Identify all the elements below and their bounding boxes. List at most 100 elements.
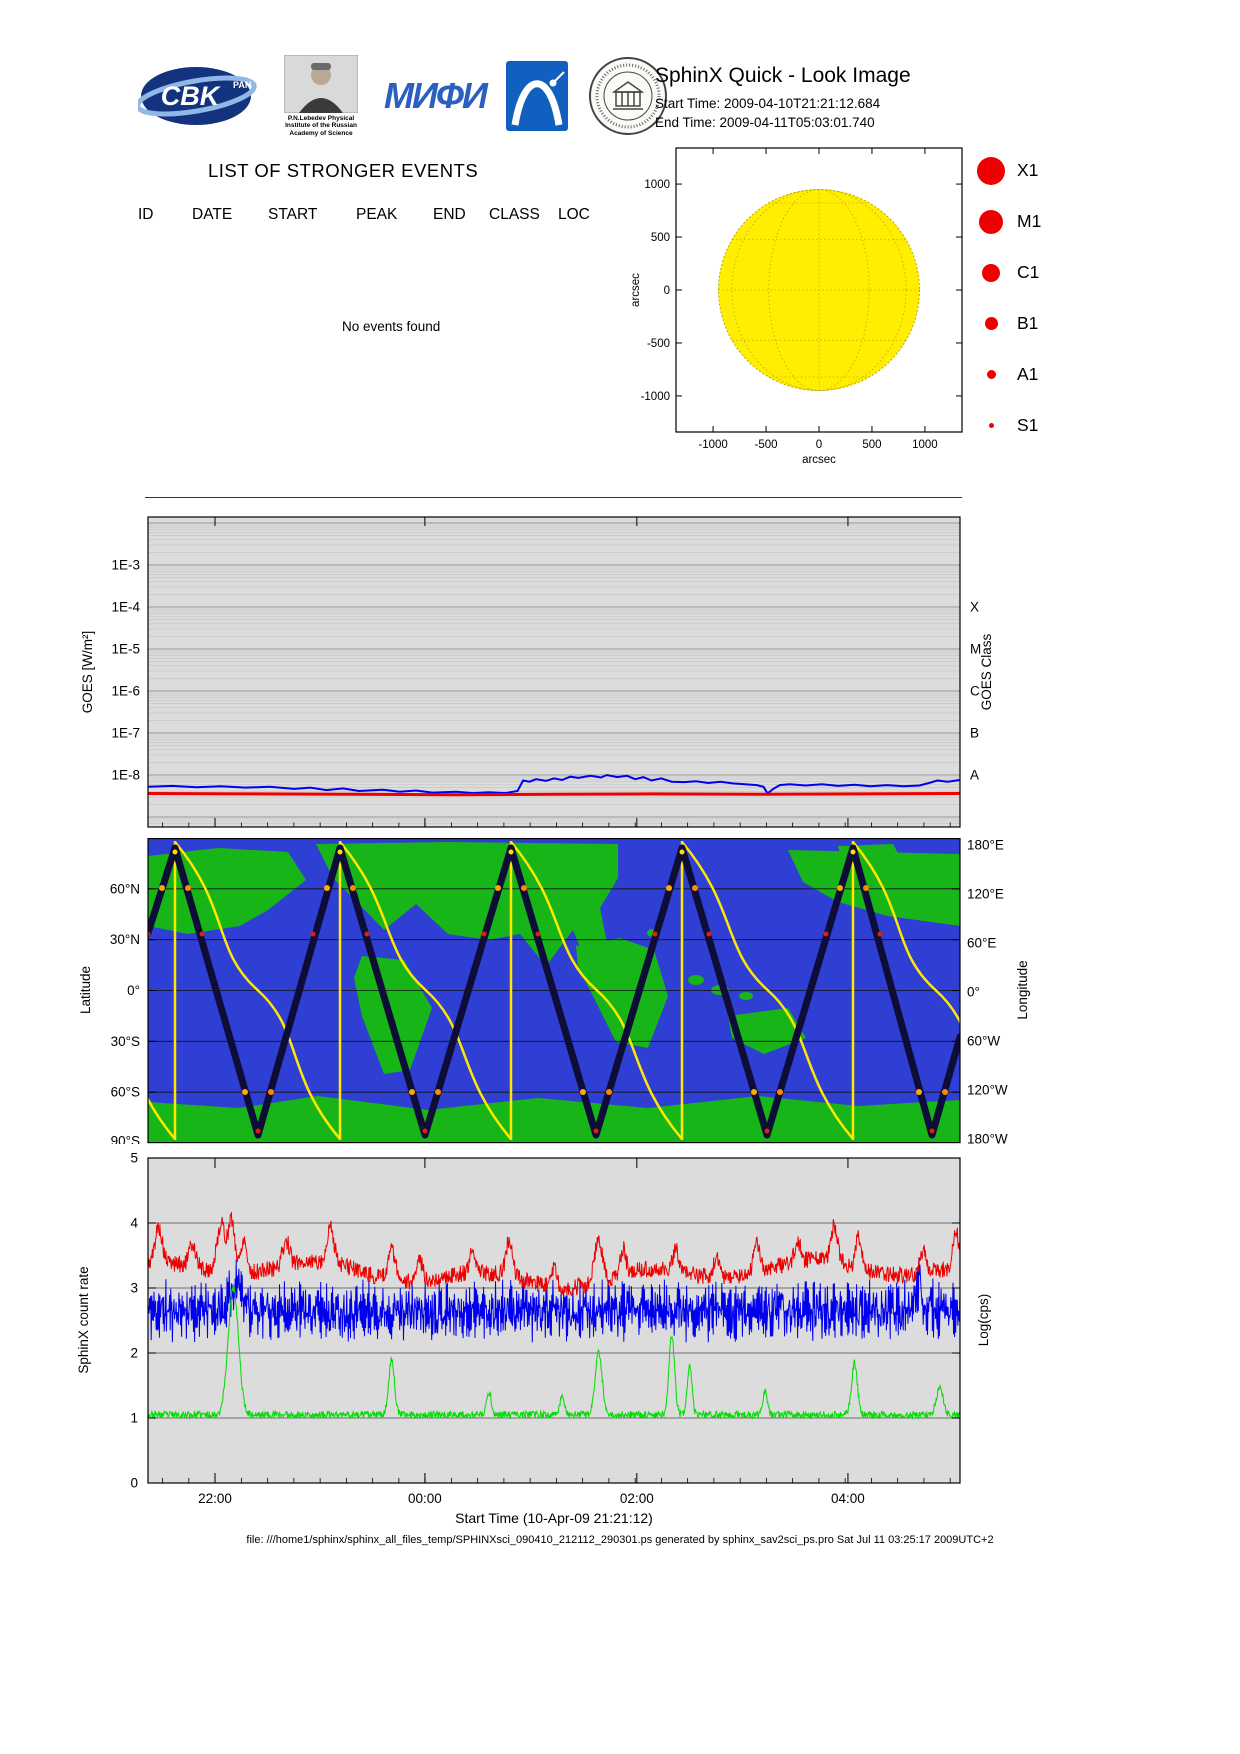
svg-text:C: C <box>970 684 980 699</box>
svg-text:-500: -500 <box>647 338 670 350</box>
cbk-logo: CBK PAN <box>138 67 257 126</box>
title-block: SphinX Quick - Look Image Start Time: 20… <box>655 64 911 133</box>
events-column-headers: ID DATE START PEAK END CLASS LOC <box>138 206 590 224</box>
sun-plot-svg: -1000 -500 0 500 1000 1000 500 0 -500 -1000 arcsec… <box>630 147 963 466</box>
legend-row: B1 <box>973 298 1041 349</box>
col-id: ID <box>138 206 154 223</box>
flare-class-dot <box>984 317 998 330</box>
svg-text:SphinX count rate: SphinX count rate <box>76 1266 91 1373</box>
svg-text:Start Time (10-Apr-09 21:21:12: Start Time (10-Apr-09 21:21:12) <box>455 1510 653 1526</box>
start-time: Start Time: 2009-04-10T21:21:12.684 <box>655 96 881 111</box>
svg-text:3: 3 <box>130 1281 138 1296</box>
svg-text:CBK: CBK <box>161 81 222 111</box>
flare-class-dot <box>979 209 1003 234</box>
legend-row: A1 <box>973 349 1041 400</box>
col-end: END <box>433 206 466 223</box>
map-svg: 60°N 30°N 0° 30°S 60°S 90°S 180°E 120°E 60°E 0° 60… <box>78 838 1030 1149</box>
flare-class-dot <box>982 263 1000 282</box>
svg-text:5: 5 <box>130 1151 138 1166</box>
svg-text:60°S: 60°S <box>111 1085 140 1100</box>
svg-text:PAN: PAN <box>233 80 251 90</box>
goes-panel: 1E-3 1E-4 1E-5 1E-6 1E-7 1E-8 X M C B A GOES [W/m²]… <box>70 505 1060 845</box>
svg-text:1E-3: 1E-3 <box>111 558 140 573</box>
svg-text:1E-4: 1E-4 <box>111 600 140 615</box>
svg-text:90°S: 90°S <box>111 1134 140 1145</box>
page-title: SphinX Quick - Look Image <box>655 64 911 87</box>
svg-text:-500: -500 <box>755 439 778 451</box>
svg-text:B: B <box>970 726 979 741</box>
logo-row: CBK PAN P.N.Lebedev Physical Institute o… <box>138 55 668 137</box>
flare-class-dot <box>986 370 996 379</box>
lebedev-caption: P.N.Lebedev Physical Institute of the Ru… <box>285 115 357 137</box>
svg-text:0: 0 <box>816 439 822 451</box>
svg-text:arcsec: arcsec <box>630 273 642 307</box>
svg-text:120°E: 120°E <box>967 887 1004 902</box>
svg-text:1E-5: 1E-5 <box>111 642 140 657</box>
legend-row: M1 <box>973 196 1041 247</box>
svg-text:1E-8: 1E-8 <box>111 768 140 783</box>
svg-text:00:00: 00:00 <box>408 1491 442 1506</box>
svg-text:60°W: 60°W <box>967 1034 1000 1049</box>
svg-text:30°N: 30°N <box>110 932 140 947</box>
flare-class-dot <box>988 423 994 428</box>
svg-text:180°W: 180°W <box>967 1132 1008 1145</box>
svg-text:02:00: 02:00 <box>620 1491 654 1506</box>
svg-text:-1000: -1000 <box>641 391 670 403</box>
svg-text:A: A <box>970 768 979 783</box>
legend-row: X1 <box>973 145 1041 196</box>
svg-text:0°: 0° <box>967 985 980 1000</box>
count-rate-panel: 0 1 2 3 4 5 22:00 00:00 02:00 04:00 Start Time (10… <box>70 1150 1060 1535</box>
legend-row: S1 <box>973 400 1041 451</box>
svg-text:arcsec: arcsec <box>802 454 836 466</box>
svg-text:500: 500 <box>862 439 881 451</box>
ground-track-panel: 60°N 30°N 0° 30°S 60°S 90°S 180°E 120°E 60°E 0° 60… <box>70 838 1060 1149</box>
university-seal <box>588 57 667 136</box>
svg-text:180°E: 180°E <box>967 838 1004 853</box>
svg-text:22:00: 22:00 <box>198 1491 232 1506</box>
svg-text:GOES Class: GOES Class <box>979 633 994 710</box>
legend-row: C1 <box>973 247 1041 298</box>
col-peak: PEAK <box>356 206 398 223</box>
svg-text:04:00: 04:00 <box>831 1491 865 1506</box>
svg-text:-1000: -1000 <box>698 439 727 451</box>
svg-text:0: 0 <box>664 285 670 297</box>
svg-text:60°N: 60°N <box>110 881 140 896</box>
svg-text:Longitude: Longitude <box>1015 960 1030 1019</box>
svg-text:2: 2 <box>130 1346 138 1361</box>
mephi-logo: МИФИ <box>384 75 488 117</box>
svg-text:1000: 1000 <box>912 439 938 451</box>
col-class: CLASS <box>489 206 540 223</box>
svg-text:60°E: 60°E <box>967 936 996 951</box>
events-heading: LIST OF STRONGER EVENTS <box>208 160 479 181</box>
col-start: START <box>268 206 318 223</box>
col-date: DATE <box>192 206 233 223</box>
no-events-message: No events found <box>342 319 441 334</box>
svg-text:0: 0 <box>130 1476 138 1491</box>
goes-svg: 1E-3 1E-4 1E-5 1E-6 1E-7 1E-8 X M C B A GOES [W/m²]… <box>80 516 994 828</box>
svg-text:X: X <box>970 600 979 615</box>
counts-svg: 0 1 2 3 4 5 22:00 00:00 02:00 04:00 Start Time (10… <box>76 1151 991 1527</box>
end-time: End Time: 2009-04-11T05:03:01.740 <box>655 114 875 130</box>
svg-text:Log(cps): Log(cps) <box>976 1294 991 1347</box>
svg-text:1: 1 <box>130 1411 138 1426</box>
svg-text:4: 4 <box>130 1216 138 1231</box>
arch-logo <box>505 61 568 132</box>
svg-text:500: 500 <box>651 232 670 244</box>
flare-class-legend: X1 M1 C1 B1 A1 S1 <box>973 145 1041 451</box>
sun-panel: -1000 -500 0 500 1000 1000 500 0 -500 -1000 arcsec… <box>625 140 973 490</box>
svg-text:GOES [W/m²]: GOES [W/m²] <box>80 631 95 714</box>
svg-text:Latitude: Latitude <box>78 966 93 1014</box>
svg-text:1E-6: 1E-6 <box>111 684 140 699</box>
lebedev-logo: P.N.Lebedev Physical Institute of the Ru… <box>278 55 364 137</box>
file-footer: file: ///home1/sphinx/sphinx_all_files_t… <box>246 1534 994 1546</box>
lebedev-portrait <box>284 55 358 113</box>
svg-text:1E-7: 1E-7 <box>111 726 140 741</box>
svg-text:M: M <box>970 642 981 657</box>
svg-text:1000: 1000 <box>644 179 670 191</box>
flare-class-dot <box>977 156 1005 185</box>
svg-text:120°W: 120°W <box>967 1083 1008 1098</box>
separator-line <box>145 497 962 498</box>
svg-text:30°S: 30°S <box>111 1034 140 1049</box>
col-loc: LOC <box>558 206 590 223</box>
